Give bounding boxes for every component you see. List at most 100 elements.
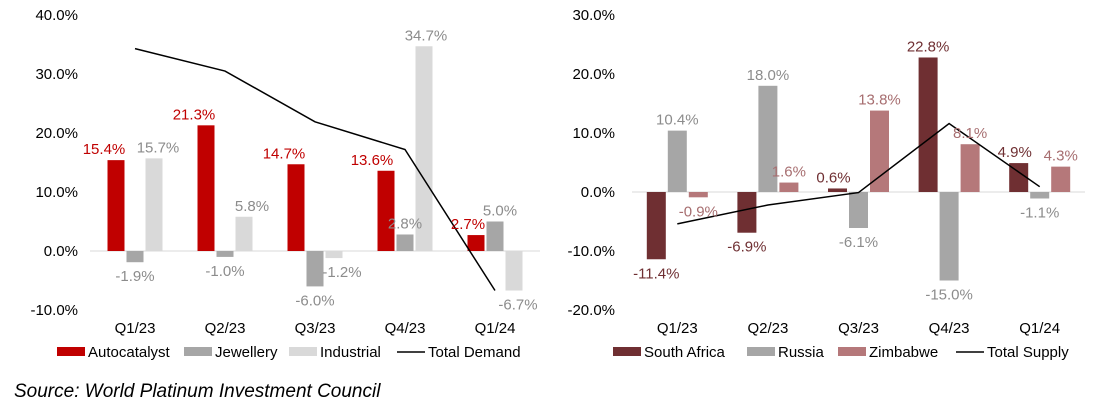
legend-label: South Africa [644,344,726,361]
x-tick-label: Q4/23 [929,320,970,337]
total-line [677,122,1041,225]
data-label: 2.8% [388,215,422,232]
bar-zimbabwe [960,144,980,192]
y-tick-label: -10.0% [30,302,78,319]
bar-autocatalyst [377,170,395,251]
y-tick-label: 0.0% [44,243,78,260]
legend-label: Russia [778,344,825,361]
bar-south-africa [918,57,938,193]
bar-russia [1030,192,1050,199]
bar-autocatalyst [107,160,125,251]
data-label: 15.7% [137,139,180,156]
legend-swatch [838,347,866,356]
bar-south-africa [828,188,847,192]
bar-south-africa [737,192,757,233]
data-label: 13.8% [858,92,901,109]
bar-zimbabwe [779,182,799,192]
legend-swatch [184,347,212,356]
x-tick-label: Q1/23 [657,320,698,337]
data-label: 0.6% [816,169,850,186]
bar-industrial [235,216,253,251]
charts-canvas: -10.0% 0.0% 10.0% 20.0% 30.0% 40.0% 15.4% 21.3%… [30,7,1085,361]
data-label: 1.6% [772,164,806,181]
data-label: 13.6% [351,152,394,169]
data-label: 2.7% [451,216,485,233]
bar-jewellery [216,251,234,257]
data-label: -0.9% [679,203,718,220]
x-tick-label: Q1/23 [115,320,156,337]
y-tick-label: 0.0% [581,184,615,201]
bar-russia [667,130,687,192]
y-tick-label: -20.0% [567,302,615,319]
legend-label: Total Demand [428,344,521,361]
x-tick-label: Q1/24 [475,320,516,337]
bar-jewellery [126,251,144,263]
data-label: -11.4% [633,265,679,282]
bar-industrial [505,251,523,291]
x-tick-label: Q3/23 [295,320,336,337]
data-label: 5.8% [235,198,269,215]
data-label: -1.1% [1020,204,1059,221]
data-label: -6.9% [727,239,766,256]
y-tick-label: 30.0% [35,66,78,83]
data-label: -6.7% [498,297,537,314]
bar-zimbabwe [688,192,708,198]
y-tick-label: 20.0% [35,125,78,142]
bar-south-africa [646,192,666,260]
data-label: 34.7% [405,27,448,44]
bar-zimbabwe [870,110,889,192]
y-tick-label: 30.0% [572,7,615,24]
data-label: -1.2% [322,264,361,281]
x-tick-label: Q2/23 [747,320,788,337]
bar-industrial [145,158,163,251]
y-tick-label: 10.0% [35,184,78,201]
y-tick-label: 20.0% [572,66,615,83]
data-label: 14.7% [263,145,306,162]
bar-industrial [415,46,433,251]
legend-label: Total Supply [987,344,1069,361]
legend-label: Zimbabwe [869,344,938,361]
bar-south-africa [1009,163,1029,192]
data-label: 5.0% [483,203,517,220]
y-tick-label: 40.0% [35,7,78,24]
bar-autocatalyst [467,235,485,251]
x-tick-label: Q1/24 [1019,320,1060,337]
bar-russia [758,85,778,192]
data-label: 15.4% [83,141,126,158]
bar-autocatalyst [287,164,305,251]
bar-russia [939,192,959,281]
bar-jewellery [396,234,414,251]
data-label: 18.0% [747,67,790,84]
legend-swatch [289,347,317,356]
total-line [134,47,496,291]
data-label: 8.1% [953,125,987,142]
bar-russia [849,192,868,228]
source-note: Source: World Platinum Investment Counci… [14,381,381,402]
y-tick-label: 10.0% [572,125,615,142]
bar-jewellery [486,221,504,251]
bar-autocatalyst [197,125,215,251]
data-label: 22.8% [907,38,950,55]
legend-swatch [57,347,85,356]
y-tick-label: -10.0% [567,243,615,260]
data-label: 10.4% [656,112,699,129]
data-label: -15.0% [925,287,973,304]
legend-label: Jewellery [215,344,278,361]
bar-industrial [325,251,343,259]
legend-label: Industrial [320,344,381,361]
data-label: 21.3% [173,106,216,123]
bar-zimbabwe [1051,166,1071,192]
data-label: 4.9% [998,144,1032,161]
data-label: -6.1% [839,234,878,251]
x-tick-label: Q4/23 [385,320,426,337]
data-label: -6.0% [295,292,334,309]
data-label: -1.0% [205,263,244,280]
legend-swatch [613,347,641,356]
x-tick-label: Q3/23 [838,320,879,337]
legend-swatch [747,347,775,356]
data-label: -1.9% [115,268,154,285]
bar-jewellery [306,251,324,287]
legend-label: Autocatalyst [88,344,171,361]
data-label: 4.3% [1044,148,1078,165]
x-tick-label: Q2/23 [205,320,246,337]
